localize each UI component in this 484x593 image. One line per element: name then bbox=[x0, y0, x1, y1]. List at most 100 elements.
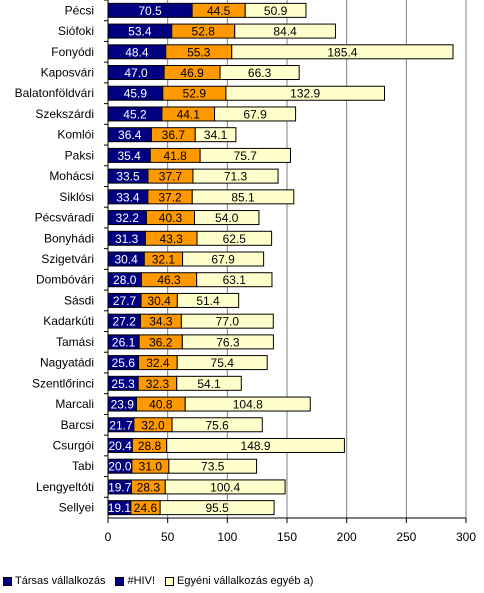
data-label: 54.0 bbox=[215, 211, 239, 225]
data-label: 34.1 bbox=[204, 128, 228, 142]
bar-segment-series-3 bbox=[168, 458, 258, 474]
data-label: 33.5 bbox=[116, 170, 140, 184]
legend-label-series-2: #HIV! bbox=[127, 575, 155, 587]
data-label: 52.8 bbox=[192, 25, 216, 39]
bar-segment-series-3 bbox=[164, 479, 286, 495]
data-label: 36.4 bbox=[118, 128, 142, 142]
data-label: 66.3 bbox=[248, 66, 272, 80]
category-label: Kaposvári bbox=[41, 66, 94, 80]
bar-segment-series-3 bbox=[199, 147, 291, 163]
category-label: Nagyatádi bbox=[40, 356, 94, 370]
category-label: Mohácsi bbox=[49, 169, 94, 183]
data-label: 132.9 bbox=[290, 87, 320, 101]
data-label: 28.3 bbox=[137, 480, 161, 494]
category-label: Pécsváradi bbox=[35, 211, 94, 225]
category-label: Siklósi bbox=[59, 190, 94, 204]
data-label: 100.4 bbox=[210, 480, 240, 494]
legend-item-series-2: #HIV! bbox=[115, 575, 155, 587]
bar-segment-series-3 bbox=[225, 85, 385, 101]
data-label: 30.4 bbox=[114, 253, 138, 267]
data-label: 37.2 bbox=[158, 190, 182, 204]
bar-segment-series-3 bbox=[219, 65, 300, 81]
data-label: 77.0 bbox=[216, 315, 240, 329]
data-label: 25.6 bbox=[112, 356, 136, 370]
category-label: Marcali bbox=[55, 397, 94, 411]
bar-segment-series-3 bbox=[181, 334, 274, 350]
data-label: 20.4 bbox=[108, 439, 132, 453]
bar-segment-series-3 bbox=[176, 375, 242, 391]
category-label: Szigetvári bbox=[41, 252, 94, 266]
data-label: 185.4 bbox=[327, 45, 357, 59]
data-label: 51.4 bbox=[196, 294, 220, 308]
data-label: 84.4 bbox=[273, 25, 297, 39]
data-label: 73.5 bbox=[201, 460, 225, 474]
data-label: 41.8 bbox=[164, 149, 188, 163]
x-tick-label: 300 bbox=[456, 530, 476, 544]
category-label: Paksi bbox=[65, 148, 94, 162]
data-label: 34.3 bbox=[149, 315, 173, 329]
data-label: 67.9 bbox=[243, 107, 267, 121]
data-label: 40.3 bbox=[159, 211, 183, 225]
category-label: Fonyódi bbox=[51, 45, 94, 59]
category-label: Barcsi bbox=[61, 418, 94, 432]
legend-label-series-3: Egyéni vállalkozás egyéb a) bbox=[177, 575, 314, 587]
data-label: 50.9 bbox=[264, 4, 288, 18]
legend-swatch-series-2 bbox=[115, 576, 125, 586]
bar-segment-series-3 bbox=[166, 437, 345, 453]
data-label: 44.1 bbox=[177, 107, 201, 121]
data-label: 71.3 bbox=[224, 170, 248, 184]
legend-item-series-3: Egyéni vállalkozás egyéb a) bbox=[165, 575, 313, 587]
data-label: 75.7 bbox=[234, 149, 258, 163]
x-tick-label: 50 bbox=[161, 530, 175, 544]
category-label: Kadarkúti bbox=[43, 314, 94, 328]
data-label: 46.3 bbox=[157, 273, 181, 287]
data-label: 43.3 bbox=[160, 232, 184, 246]
data-label: 46.9 bbox=[180, 66, 204, 80]
bar-segment-series-3 bbox=[196, 230, 273, 246]
category-label: Tabi bbox=[72, 459, 94, 473]
x-tick-label: 100 bbox=[217, 530, 237, 544]
legend-swatch-series-3 bbox=[165, 576, 174, 586]
data-label: 52.9 bbox=[183, 87, 207, 101]
data-label: 27.2 bbox=[113, 315, 137, 329]
data-label: 20.0 bbox=[108, 460, 132, 474]
data-label: 25.3 bbox=[111, 377, 135, 391]
data-label: 32.1 bbox=[152, 253, 176, 267]
data-label: 37.7 bbox=[159, 170, 183, 184]
data-label: 45.2 bbox=[123, 107, 147, 121]
legend-swatch-series-1 bbox=[3, 576, 12, 586]
data-label: 33.4 bbox=[116, 190, 140, 204]
bar-segment-series-3 bbox=[182, 251, 265, 267]
data-label: 55.3 bbox=[187, 45, 211, 59]
data-label: 75.4 bbox=[211, 356, 235, 370]
x-tick-label: 200 bbox=[337, 530, 357, 544]
legend: Társas vállalkozás #HIV! Egyéni vállalko… bbox=[3, 575, 313, 587]
bar-segment-series-3 bbox=[191, 189, 295, 205]
x-tick-label: 250 bbox=[396, 530, 416, 544]
data-label: 75.6 bbox=[206, 418, 230, 432]
data-label: 26.1 bbox=[112, 335, 136, 349]
category-label: Csurgói bbox=[53, 438, 94, 452]
data-label: 148.9 bbox=[241, 439, 271, 453]
data-label: 24.6 bbox=[134, 501, 158, 515]
category-label: Tamási bbox=[56, 335, 94, 349]
data-label: 19.1 bbox=[108, 501, 132, 515]
category-label: Szekszárdi bbox=[35, 107, 94, 121]
bar-segment-series-3 bbox=[214, 106, 297, 122]
data-label: 35.4 bbox=[117, 149, 141, 163]
data-label: 45.9 bbox=[124, 87, 148, 101]
data-label: 31.3 bbox=[115, 232, 139, 246]
data-label: 104.8 bbox=[233, 398, 263, 412]
bar-segment-series-3 bbox=[176, 292, 240, 308]
data-label: 36.7 bbox=[162, 128, 186, 142]
data-label: 62.5 bbox=[223, 232, 247, 246]
data-label: 27.7 bbox=[113, 294, 137, 308]
data-label: 32.2 bbox=[116, 211, 140, 225]
category-label: Pécsi bbox=[65, 3, 94, 17]
bar-segment-series-3 bbox=[196, 272, 273, 288]
data-label: 53.4 bbox=[128, 25, 152, 39]
category-label: Komlói bbox=[57, 128, 94, 142]
legend-item-series-1: Társas vállalkozás bbox=[3, 575, 105, 587]
data-label: 40.8 bbox=[149, 398, 173, 412]
